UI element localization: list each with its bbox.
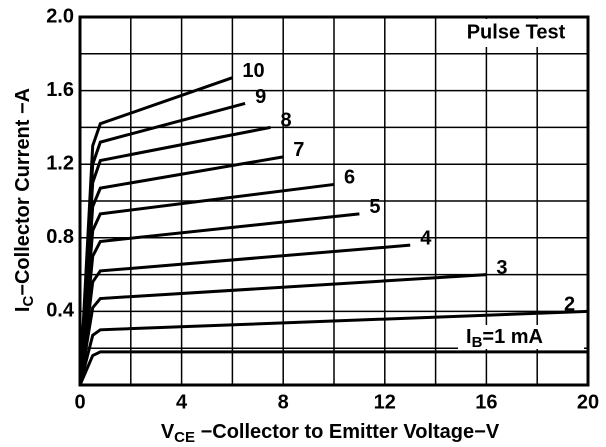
y-axis-label: IC−Collector Current −A: [12, 88, 37, 312]
curve: [78, 309, 589, 386]
y-tick-label: 2.0: [46, 5, 74, 27]
x-tick-label: 12: [374, 391, 396, 413]
curve: [78, 273, 487, 386]
annotation: IB=1 mA: [466, 326, 543, 351]
curve: [78, 182, 335, 386]
curve-label: 5: [369, 196, 380, 218]
x-tick-label: 0: [74, 391, 85, 413]
x-tick-label: 20: [577, 391, 599, 413]
annotation-bg: [458, 325, 584, 349]
y-tick-label: 0.8: [46, 226, 74, 248]
box-bg: [444, 19, 586, 47]
y-tick-label: 0.4: [46, 300, 75, 322]
curve: [78, 350, 588, 386]
curve-label: 6: [344, 167, 355, 189]
curve: [78, 76, 233, 386]
x-axis-label: VCE −Collector to Emitter Voltage−V: [161, 421, 500, 446]
curve: [78, 243, 411, 386]
curve-label: 2: [564, 294, 575, 316]
x-tick-label: 8: [278, 391, 289, 413]
curve-label: 8: [281, 110, 292, 132]
y-tick-label: 1.2: [46, 152, 74, 174]
plot-frame: [78, 15, 590, 387]
curve-label: 9: [255, 86, 266, 108]
y-tick-label: 1.6: [46, 79, 74, 101]
x-tick-label: 16: [475, 391, 497, 413]
x-tick-label: 4: [176, 391, 188, 413]
curve-label: 4: [420, 227, 432, 249]
curve-label: 7: [293, 139, 304, 161]
curve: [78, 102, 246, 386]
curve-label: 10: [242, 60, 264, 82]
curve: [78, 125, 271, 386]
curve-label: 3: [496, 257, 507, 279]
curve: [78, 212, 360, 386]
box-text: Pulse Test: [467, 21, 566, 43]
